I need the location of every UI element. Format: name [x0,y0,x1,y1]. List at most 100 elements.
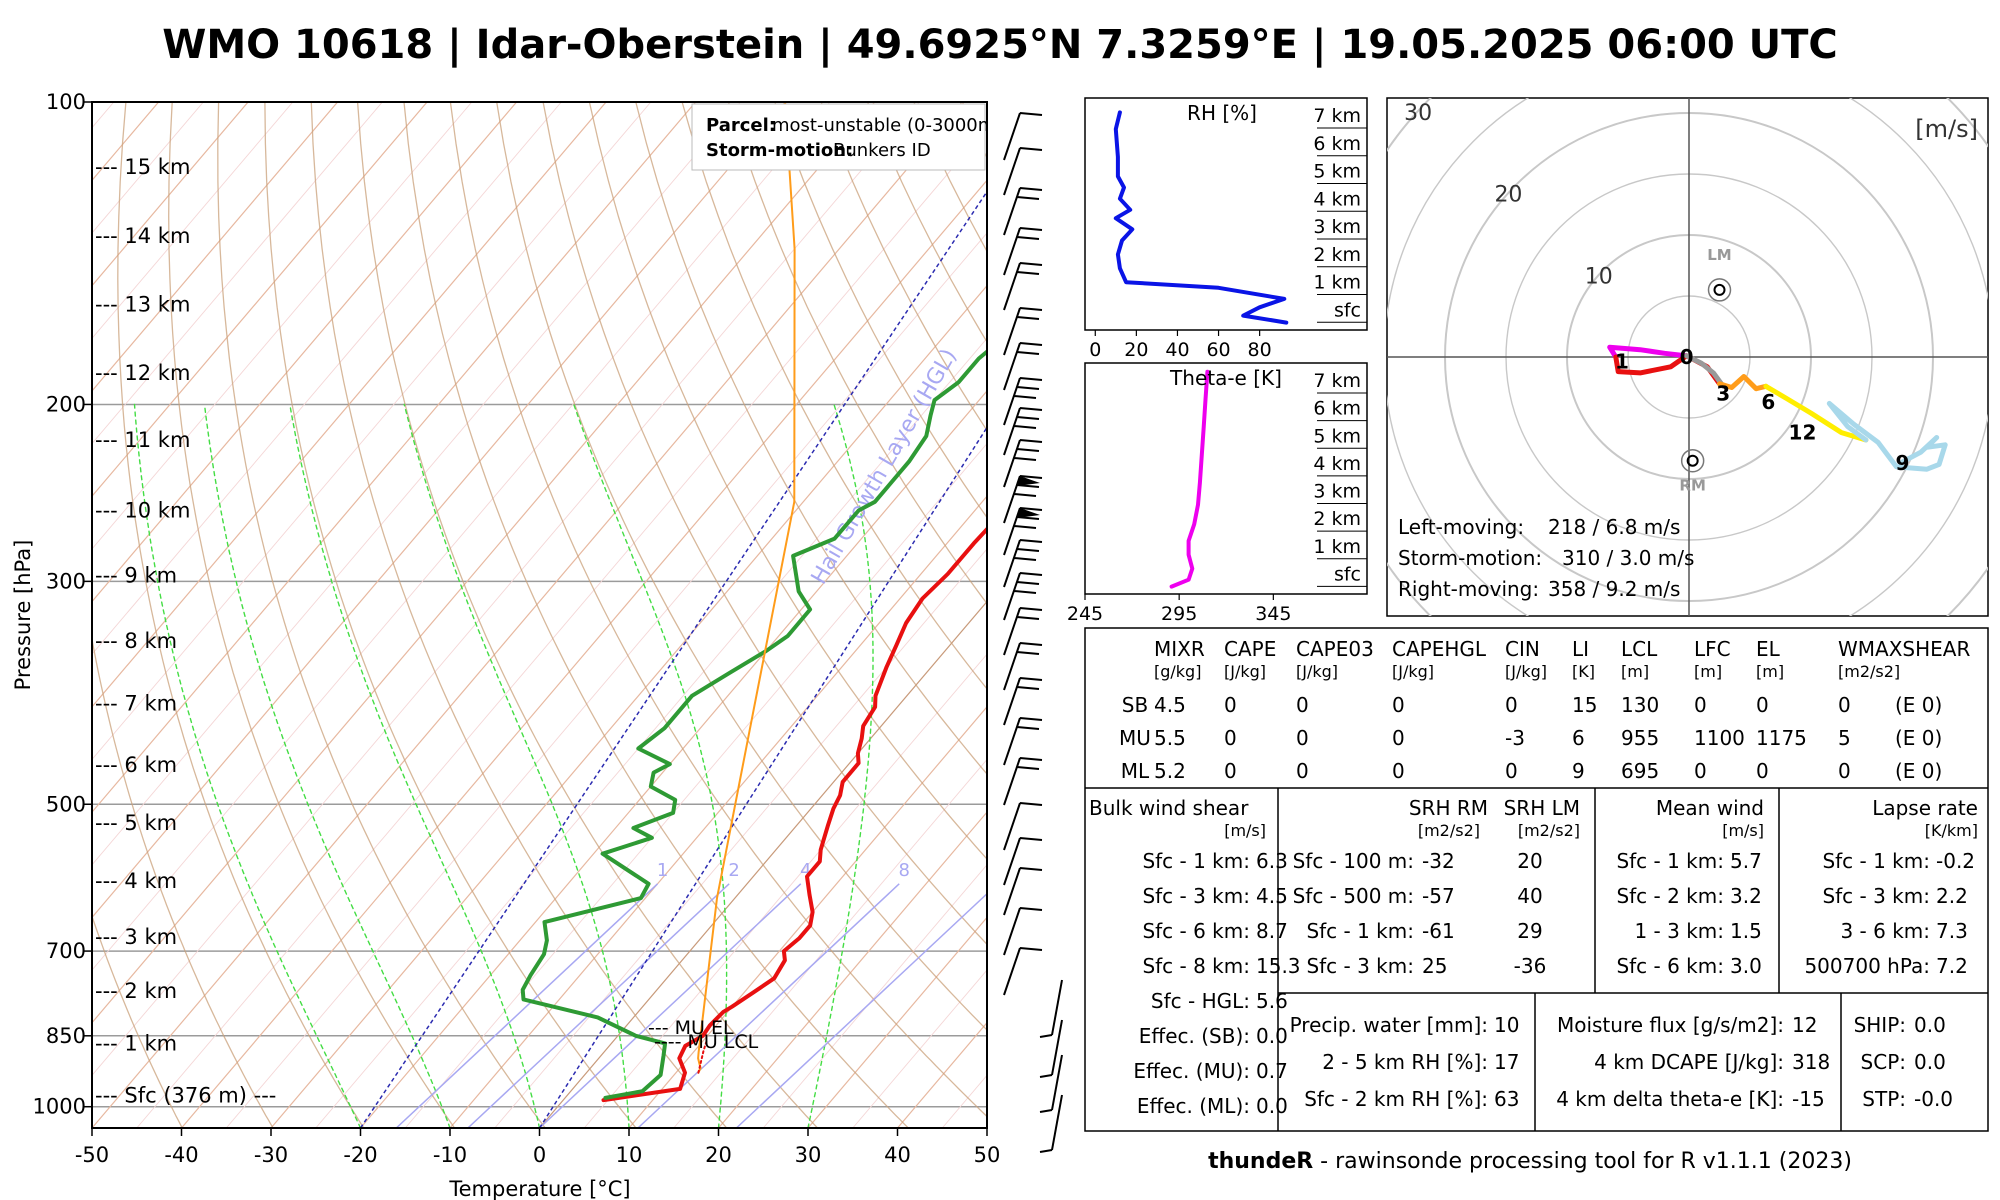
profile-dewpoint [520,349,987,1100]
table-header-unit: [K] [1572,662,1595,681]
table-cell: 0 [1756,693,1769,717]
profile-parcel-virtual [697,1039,708,1074]
moist-adiabat-line [289,403,541,1128]
wind-barb-shaft [1003,717,1021,766]
wind-barb-feather [1019,112,1043,116]
hodo-segment [1763,383,1869,443]
wind-barb-feather [1016,416,1040,420]
wind-barb-shaft [1003,377,1021,426]
table-cell: 0 [1392,726,1405,750]
wind-barb-feather [1019,837,1043,841]
bulk-shear-value: 0.0 [1256,1094,1288,1118]
flux-value: -15 [1792,1087,1825,1111]
table-cell: 0 [1224,759,1237,783]
table-cell: 0 [1224,726,1237,750]
table-cell: 5.2 [1154,759,1186,783]
km-label: sfc [1334,299,1361,321]
wind-barb-feather [1016,196,1040,200]
bulk-shear-label: Sfc - 3 km: [1142,884,1250,908]
km-label: sfc [1334,563,1361,585]
isotherm-minor-line [92,102,741,866]
table-cell: 0 [1838,693,1851,717]
table-header-unit: [J/kg] [1505,662,1547,681]
panel-x-tick-label: 40 [1165,339,1189,361]
table-header-unit: [J/kg] [1392,662,1434,681]
wind-barb [1003,539,1043,588]
wind-barb [1003,307,1043,356]
moisture-value: 10 [1494,1013,1519,1037]
storm-motion-marker-label: RM [1679,477,1705,495]
mixing-ratio-label: 8 [898,860,909,881]
theta-e-profile-panel: 7 km 6 km 5 km 4 km 3 km 2 km 1 km sfc Theta-e [… [1067,362,1368,625]
bulk-shear-label: Sfc - 1 km: [1142,849,1250,873]
height-label: --- Sfc (376 m) --- [95,1084,276,1108]
panel-x-tick-label: 80 [1248,339,1272,361]
wind-barb [1039,1019,1063,1078]
wind-barb-feather [1016,651,1040,655]
storm-motion-marker [1707,278,1732,302]
table-cell-extra: (E 0) [1895,726,1942,750]
wind-barb-feather [1016,581,1040,585]
x-tick-label: 20 [705,1143,732,1167]
panel-x-tick-label: 20 [1124,339,1148,361]
wind-barb-feather [1019,642,1043,646]
table-cell: 1175 [1756,726,1807,750]
table-header-unit: [m] [1756,662,1784,681]
wind-barb-shaft [1003,227,1021,276]
footer-description: - rawinsonde processing tool for R v1.1.… [1313,1149,1852,1174]
isotherm-line [628,705,987,1128]
table-cell: 5.5 [1154,726,1186,750]
dry-adiabat-line [310,102,728,1128]
lapse-rate-unit: [K/km] [1925,821,1978,840]
height-label: --- 3 km [95,925,177,949]
table-header-name: LI [1572,637,1589,661]
dry-adiabat-line [496,102,987,1031]
storm-motion-row-value: 218 / 6.8 m/s [1548,515,1680,539]
profile-rh [1113,110,1289,325]
wind-barb-feather [1016,271,1040,275]
x-tick-label: -10 [433,1143,467,1167]
isotherm-minor-line [92,102,920,1077]
bulk-shear-value: 0.0 [1256,1024,1288,1048]
mean-wind-value: 3.0 [1730,954,1762,978]
srh-label: Sfc - 100 m: [1293,849,1414,873]
x-tick-label: 50 [974,1143,1001,1167]
km-label: 6 km [1313,133,1361,155]
hodo-height-label: 1 [1615,350,1629,374]
table-cell: 0 [1296,726,1309,750]
wind-barb-shaft [1003,262,1021,311]
table-header-name: MIXR [1154,637,1205,661]
skewt-frame [91,101,988,1129]
wind-barb [1003,227,1043,276]
wind-barb [1003,439,1043,488]
storm-motion-marker-label: LM [1707,246,1732,264]
isotherm-line [807,916,987,1128]
wind-barb-feather [1013,493,1037,497]
mean-wind-value: 5.7 [1730,849,1762,873]
srh-rm-value: -32 [1422,849,1455,873]
flux-label: 4 km DCAPE [J/kg]: [1594,1050,1784,1074]
x-axis-title: Temperature [°C] [448,1177,630,1200]
table-header-unit: [g/kg] [1154,662,1201,681]
km-label: 1 km [1313,272,1361,294]
moisture-label: Sfc - 2 km RH [%]: [1304,1087,1488,1111]
wind-barb-shaft [1003,607,1021,656]
height-label: --- 9 km [95,564,177,588]
wind-barb-feather [1019,307,1043,311]
wind-barb-shaft [1003,947,1021,996]
lapse-rate-label: 500700 hPa: [1804,954,1930,978]
dry-adiabat-line [356,102,819,1128]
isotherm-minor-line [92,102,473,550]
isotherm-minor-line [315,337,987,1128]
bulk-shear-value: 15.3 [1256,954,1301,978]
dry-adiabat-line [449,102,987,1118]
wind-barb [1003,802,1043,851]
mean-wind-label: Sfc - 6 km: [1616,954,1724,978]
wind-barb [1039,979,1063,1038]
mixing-ratio-line [637,883,900,1128]
wind-barb [1003,112,1043,161]
bulk-shear-title: Bulk wind shear [1089,796,1249,820]
wind-barb-feather [1013,525,1037,529]
